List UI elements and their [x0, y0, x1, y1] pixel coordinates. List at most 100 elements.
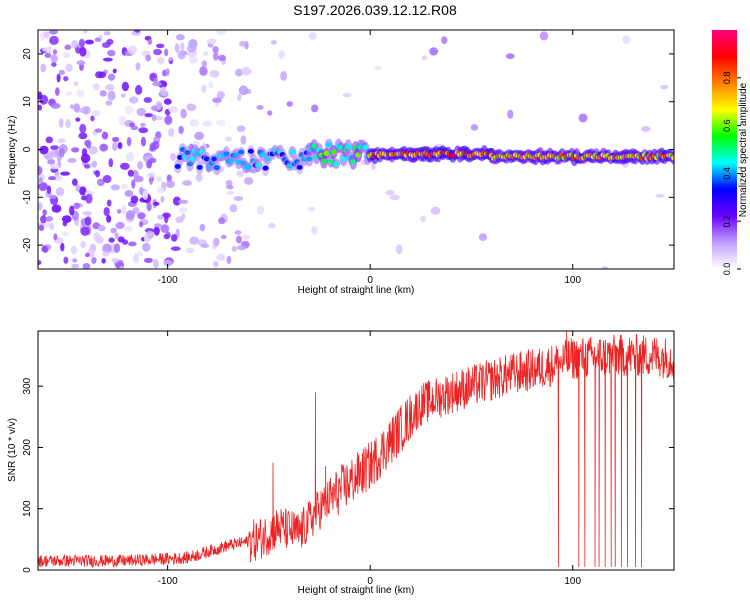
spectrogram-cell — [161, 91, 169, 97]
spectrogram-cell — [113, 243, 121, 253]
spectrogram-cell — [55, 187, 65, 197]
spectrogram-ridge-cell — [350, 159, 357, 165]
spectrogram-cell — [40, 215, 47, 224]
spectrogram-cell — [120, 183, 129, 190]
spectrogram-cell — [138, 221, 144, 228]
spectrogram-y-tick-label: -20 — [22, 237, 33, 252]
spectrogram-cell — [213, 237, 220, 247]
spectrogram-cell — [157, 187, 165, 194]
spectrogram-ridge-cell — [245, 164, 252, 170]
spectrogram-cell — [50, 54, 58, 63]
spectrogram-cell — [102, 174, 112, 184]
snr-y-tick-label: 200 — [22, 439, 33, 456]
spectrogram-cell — [38, 260, 42, 265]
spectrogram-cell — [82, 262, 91, 269]
spectrogram-ridge-cell — [296, 164, 303, 170]
spectrogram-cell — [420, 215, 427, 223]
spectrogram-cell — [158, 80, 168, 89]
spectrogram-cell — [189, 56, 198, 64]
spectrogram-cell — [42, 209, 47, 216]
spectrogram-cell — [38, 224, 45, 231]
spectrogram-cell — [102, 57, 113, 62]
spectrogram-cell — [60, 171, 71, 176]
spectrogram-cell — [101, 131, 109, 140]
colorbar-gradient — [712, 30, 737, 269]
spectrogram-cell — [40, 63, 47, 73]
spectrogram-cell — [49, 194, 57, 199]
spectrogram-cell — [38, 182, 48, 192]
spectrogram-cell — [104, 84, 115, 91]
spectrogram-cell — [41, 245, 48, 253]
spectrogram-cell — [186, 44, 197, 53]
spectrogram-cell — [342, 93, 352, 98]
spectrogram-cell — [189, 119, 200, 127]
spectrogram-ridge-cell — [306, 156, 313, 162]
spectrogram-cell — [117, 236, 125, 243]
spectrogram-cell — [143, 96, 153, 103]
spectrogram-cell — [170, 152, 176, 161]
spectrogram-cell — [241, 66, 251, 76]
spectrogram-ridge-cell — [289, 149, 296, 155]
spectrogram-cell — [75, 183, 81, 192]
spectrogram-cell — [88, 145, 98, 155]
spectrogram-ridge-cell — [184, 150, 191, 156]
spectrogram-cell — [177, 50, 186, 60]
spectrogram-cell — [470, 124, 479, 131]
spectrogram-cell — [201, 84, 207, 94]
spectrogram-cell — [170, 246, 181, 251]
spectrogram-cell — [189, 236, 200, 245]
snr-x-tick-label: 0 — [367, 576, 373, 587]
spectrogram-cell — [220, 234, 227, 240]
spectrogram-cell — [95, 71, 103, 79]
spectrogram-cell — [110, 184, 120, 191]
spectrogram-cell — [38, 165, 43, 176]
spectrogram-cell — [157, 214, 164, 220]
spectrogram-cell — [168, 128, 175, 137]
spectrogram-cell — [38, 91, 43, 100]
spectrogram-cell — [214, 102, 220, 108]
snr-x-ticks: -100 0 100 — [158, 331, 582, 587]
spectrogram-x-tick-label: -100 — [158, 275, 178, 286]
spectrogram-ridge-cell — [247, 148, 254, 154]
colorbar-tick-label: 0.6 — [722, 119, 732, 132]
spectrogram-cell — [137, 212, 146, 220]
spectrogram-cell — [430, 206, 441, 215]
spectrogram-ridge-cell — [255, 162, 262, 168]
spectrogram-cell — [199, 66, 208, 76]
spectrogram-cell — [126, 136, 132, 147]
spectrogram-cell — [153, 226, 160, 236]
spectrogram-cell — [60, 242, 65, 252]
spectrogram-cell — [94, 37, 101, 42]
spectrogram-cell — [142, 189, 149, 200]
spectrogram-cell — [206, 38, 217, 45]
spectrogram-cell — [99, 90, 107, 97]
spectrogram-cell — [125, 210, 136, 220]
spectrogram-cell — [102, 243, 112, 254]
spectrogram-cell — [238, 85, 249, 96]
spectrogram-cell — [213, 260, 219, 268]
spectrogram-cell — [132, 169, 139, 179]
spectrogram-cell — [84, 164, 90, 169]
spectrogram-ridge-cell — [320, 158, 327, 164]
spectrogram-cell — [268, 222, 276, 229]
spectrogram-cell — [124, 190, 134, 197]
spectrogram-cell — [73, 81, 79, 87]
spectrogram-ridge-cell — [174, 164, 181, 170]
spectrogram-cell — [38, 202, 43, 211]
spectrogram-cell — [139, 186, 144, 196]
spectrogram-cell — [130, 195, 139, 204]
spectrogram-cell — [52, 49, 58, 55]
spectrogram-cell — [80, 153, 91, 164]
spectrogram-y-tick-label: -10 — [22, 190, 33, 205]
spectrogram-ridge-cell — [340, 156, 347, 162]
spectrogram-cell — [121, 81, 130, 92]
spectrogram-cell — [116, 208, 122, 214]
spectrogram-cell — [134, 30, 141, 33]
spectrogram-cell — [143, 257, 153, 264]
spectrogram-cell — [163, 98, 172, 105]
spectrogram-cell — [441, 36, 448, 45]
spectrogram-cell — [217, 54, 226, 62]
chart-title: S197.2026.039.12.12.R08 — [293, 2, 457, 18]
spectrogram-ridge-cell — [196, 164, 203, 170]
